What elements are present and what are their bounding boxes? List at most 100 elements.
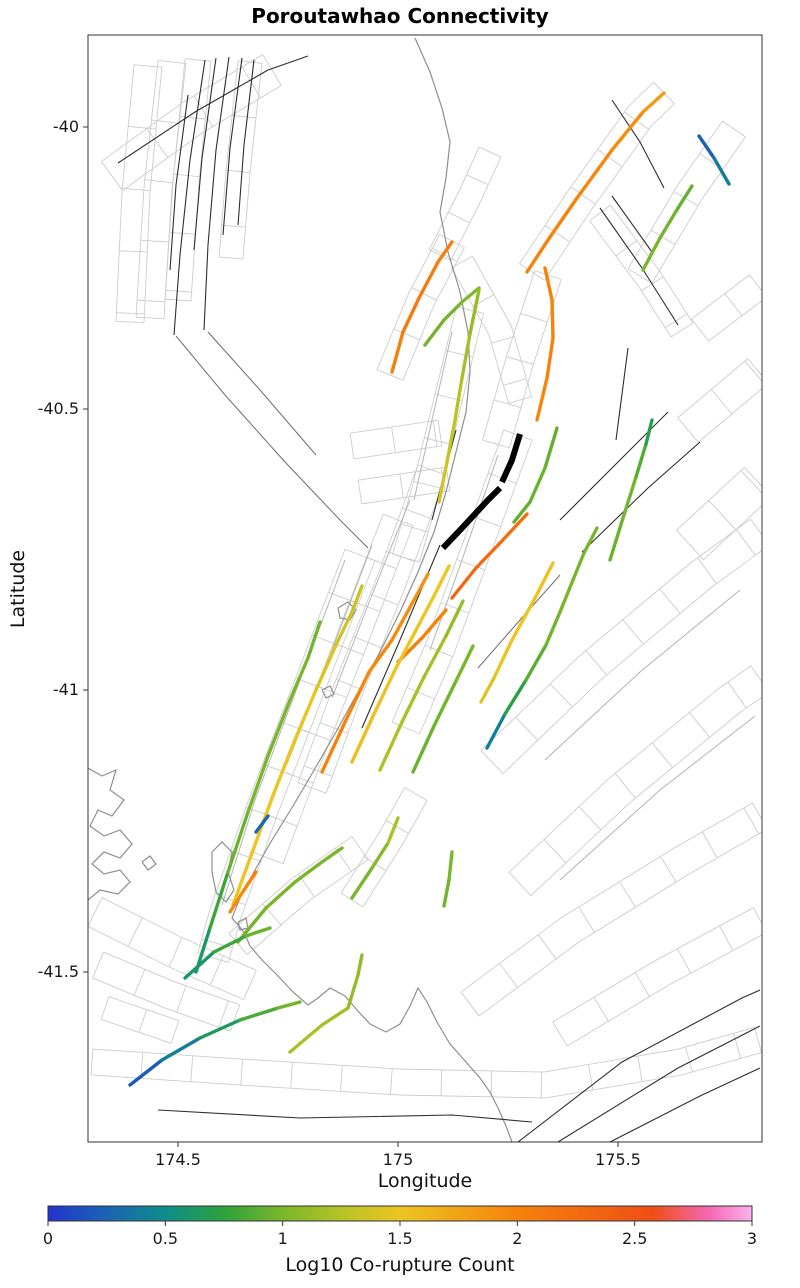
fault-corupture-segment	[390, 330, 405, 374]
y-tick-label: -41	[53, 680, 79, 699]
fault-corupture-segment	[697, 134, 716, 160]
fault-corupture-segment	[378, 720, 404, 772]
fault-corupture-segment	[423, 318, 446, 347]
fault-corupture-segment	[644, 418, 654, 446]
fault-corupture-segment	[543, 426, 559, 470]
fault-corupture-segment	[412, 572, 430, 602]
colorbar-tick-label: 0	[43, 1229, 53, 1248]
fault-corupture-segment	[512, 500, 532, 524]
fault-corupture-segment	[346, 973, 360, 1010]
fault-corupture-segment	[460, 332, 472, 380]
fault-corupture-segment	[608, 516, 625, 562]
fault-corupture-segment	[242, 870, 258, 892]
x-tick-label: 174.5	[155, 1150, 201, 1169]
fault-corupture-segment	[244, 926, 272, 938]
x-tick-label: 175.5	[595, 1150, 641, 1169]
fault-corupture-segment	[436, 240, 454, 264]
fault-corupture-segment	[128, 1058, 164, 1087]
fault-corupture-segment	[314, 643, 338, 692]
fault-corupture-segment	[492, 638, 514, 680]
fault-corupture-segment	[160, 1036, 202, 1062]
fault-corupture-segment	[411, 724, 436, 774]
fault-corupture-segment	[543, 266, 554, 302]
fault-corupture-segment	[479, 676, 496, 704]
fault-corupture-segment	[394, 628, 418, 670]
fault-corupture-segment	[420, 608, 448, 640]
fault-corupture-segment	[212, 934, 248, 954]
fault-corupture-segment	[414, 594, 436, 632]
fault-corupture-segment	[503, 678, 528, 716]
fault-corupture-segment	[550, 298, 555, 340]
fault-corupture-segment	[292, 688, 318, 744]
fault-corupture-segment	[444, 599, 465, 638]
corupture-lines	[128, 91, 731, 1087]
fault-corupture-segment	[582, 526, 599, 555]
fault-corupture-segment	[525, 238, 550, 274]
fault-corupture-segment	[386, 816, 400, 845]
fault-corupture-segment	[183, 950, 216, 980]
colorbar-tick-label: 3	[747, 1229, 757, 1248]
fault-corupture-segment	[231, 851, 254, 907]
fault-corupture-segment	[367, 638, 394, 674]
fault-corupture-segment	[712, 156, 731, 186]
fault-corupture-segment	[658, 206, 680, 240]
fault-corupture-segment	[621, 475, 638, 520]
fault-corupture-segment	[226, 810, 250, 874]
fault-corupture-segment	[499, 512, 529, 544]
fault-corupture-segment	[610, 110, 645, 152]
fault-corupture-segment	[445, 418, 457, 464]
fault-corupture-segment	[422, 634, 448, 679]
fault-corupture-segment	[641, 236, 662, 272]
subsection-outlines	[88, 54, 762, 1099]
colorbar-tick-label: 1	[278, 1229, 288, 1248]
y-tick-label: -40	[53, 117, 79, 136]
fault-corupture-segment	[350, 866, 374, 900]
fault-corupture-segment	[306, 620, 322, 660]
fault-corupture-segment	[474, 540, 503, 570]
fault-corupture-segment	[558, 578, 575, 614]
fault-corupture-segment	[276, 1000, 302, 1010]
y-tick-label: -40.5	[38, 399, 79, 418]
fault-corupture-segment	[320, 1006, 350, 1027]
fault-corupture-segment	[544, 610, 562, 647]
fault-corupture-segment	[372, 666, 398, 716]
fault-corupture-segment	[575, 148, 614, 200]
fault-corupture-segment	[320, 846, 344, 864]
colorbar-tick-label: 0.5	[153, 1229, 178, 1248]
fault-corupture-segment	[460, 286, 481, 304]
fault-corupture-segment	[334, 610, 354, 647]
fault-corupture-segment	[634, 442, 648, 479]
fault-corupture-segment	[288, 656, 310, 702]
fault-corupture-segment	[370, 841, 390, 870]
fault-corupture-segment	[437, 460, 449, 504]
colorbar	[47, 1205, 753, 1222]
fault-corupture-segment	[344, 670, 371, 722]
fault-corupture-segment	[288, 1023, 324, 1054]
fault-corupture-segment	[266, 698, 292, 758]
fault-corupture-segment	[350, 712, 376, 764]
fault-corupture-segment	[254, 814, 270, 834]
fault-traces-medium	[175, 331, 561, 669]
fault-corupture-segment	[546, 196, 579, 242]
fault-corupture-segment	[356, 953, 364, 977]
colorbar-tick-label: 1.5	[387, 1229, 412, 1248]
fault-corupture-segment	[528, 466, 547, 504]
fault-corupture-segment	[238, 1006, 280, 1022]
fault-corupture-segment	[432, 679, 458, 728]
fault-corupture-segment	[442, 300, 464, 322]
fault-corupture-segment	[246, 754, 270, 814]
fault-corupture-segment	[400, 675, 426, 724]
fault-corupture-segment	[535, 376, 549, 422]
fault-corupture-segment	[545, 336, 555, 380]
fault-corupture-segment	[453, 376, 464, 422]
fault-corupture-segment	[264, 880, 297, 910]
fault-corupture-segment	[270, 740, 296, 800]
fault-corupture-segment	[447, 850, 454, 882]
fault-corupture-segment	[571, 551, 586, 582]
fault-corupture-segment	[524, 643, 548, 682]
fault-corupture-segment	[510, 598, 536, 642]
fault-corupture-segment	[432, 564, 451, 598]
fault-corupture-segment	[293, 860, 324, 884]
x-tick-label: 175	[383, 1150, 414, 1169]
